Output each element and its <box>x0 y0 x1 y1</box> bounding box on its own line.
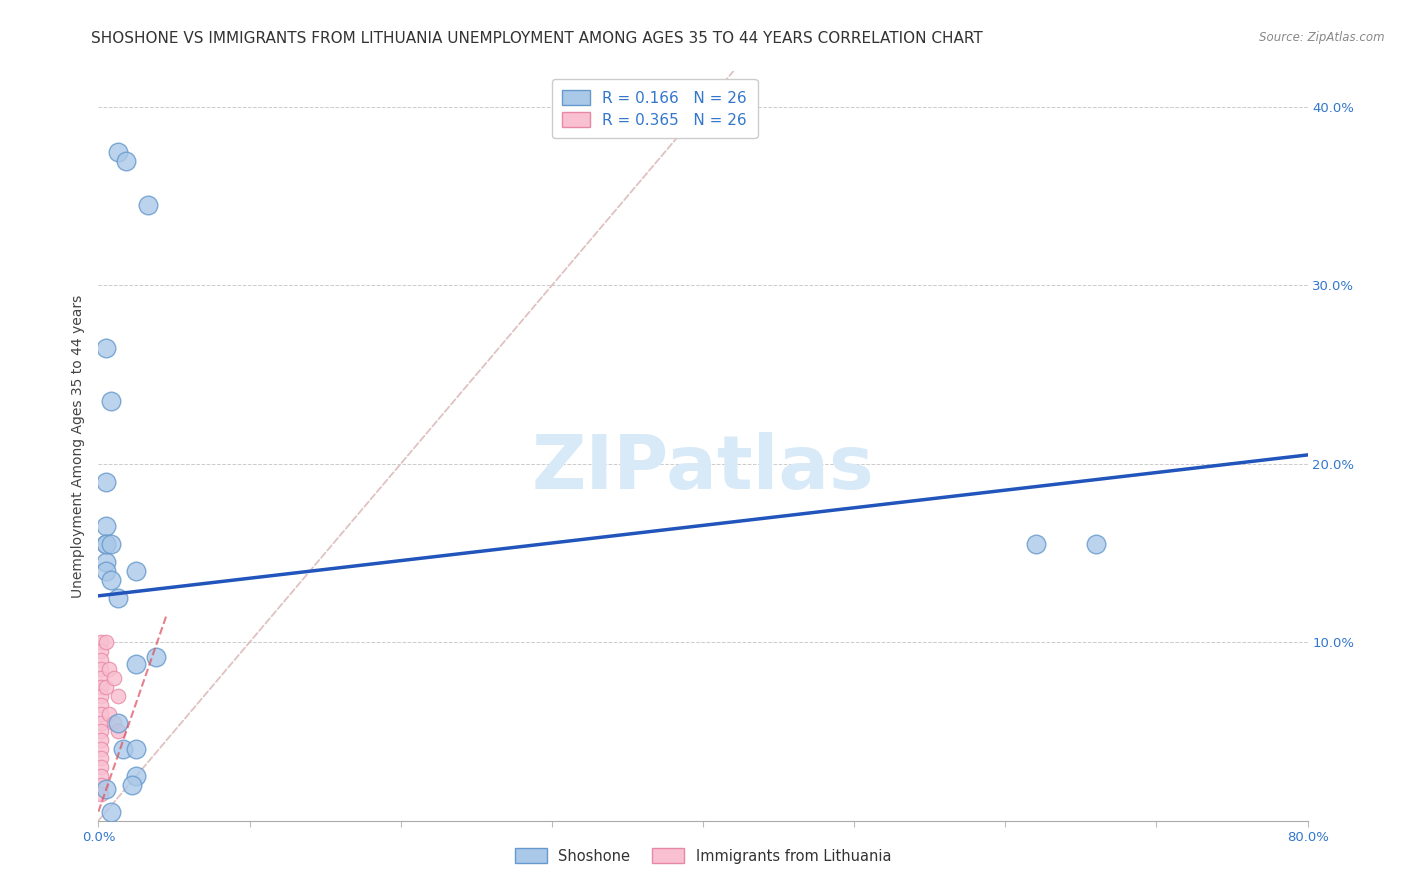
Point <box>125 564 148 578</box>
Point <box>107 145 129 159</box>
Point <box>90 724 112 739</box>
Point <box>1024 537 1046 551</box>
Point <box>125 769 148 783</box>
Point <box>90 715 112 730</box>
Point <box>94 519 117 533</box>
Point <box>90 689 112 703</box>
Point <box>100 573 122 587</box>
Point <box>107 591 129 605</box>
Point <box>94 537 117 551</box>
Point <box>94 781 117 796</box>
Point <box>107 724 129 739</box>
Point <box>103 715 125 730</box>
Point <box>90 671 112 685</box>
Point <box>94 341 117 355</box>
Point <box>103 671 125 685</box>
Point <box>94 555 117 569</box>
Point <box>94 564 117 578</box>
Point <box>94 537 117 551</box>
Point <box>94 475 117 489</box>
Point <box>90 644 112 658</box>
Point <box>100 805 122 819</box>
Point <box>114 153 136 168</box>
Point <box>125 657 148 671</box>
Text: Source: ZipAtlas.com: Source: ZipAtlas.com <box>1260 31 1385 45</box>
Point <box>90 680 112 694</box>
Y-axis label: Unemployment Among Ages 35 to 44 years: Unemployment Among Ages 35 to 44 years <box>72 294 86 598</box>
Point <box>121 778 143 792</box>
Point <box>90 778 112 792</box>
Point <box>111 742 134 756</box>
Point <box>100 394 122 409</box>
Legend: Shoshone, Immigrants from Lithuania: Shoshone, Immigrants from Lithuania <box>509 842 897 870</box>
Point <box>98 706 121 721</box>
Point <box>100 537 122 551</box>
Point <box>90 787 112 801</box>
Point <box>94 635 117 649</box>
Point <box>94 680 117 694</box>
Point <box>107 715 129 730</box>
Point <box>125 742 148 756</box>
Point <box>90 751 112 765</box>
Point <box>90 760 112 774</box>
Point <box>90 662 112 676</box>
Point <box>90 742 112 756</box>
Text: SHOSHONE VS IMMIGRANTS FROM LITHUANIA UNEMPLOYMENT AMONG AGES 35 TO 44 YEARS COR: SHOSHONE VS IMMIGRANTS FROM LITHUANIA UN… <box>91 31 983 46</box>
Point <box>90 769 112 783</box>
Text: ZIPatlas: ZIPatlas <box>531 432 875 505</box>
Point <box>90 635 112 649</box>
Point <box>136 198 159 212</box>
Point <box>90 733 112 747</box>
Point <box>90 706 112 721</box>
Point <box>90 698 112 712</box>
Point <box>107 689 129 703</box>
Point <box>1085 537 1108 551</box>
Point <box>90 653 112 667</box>
Point <box>145 649 167 664</box>
Point <box>98 662 121 676</box>
